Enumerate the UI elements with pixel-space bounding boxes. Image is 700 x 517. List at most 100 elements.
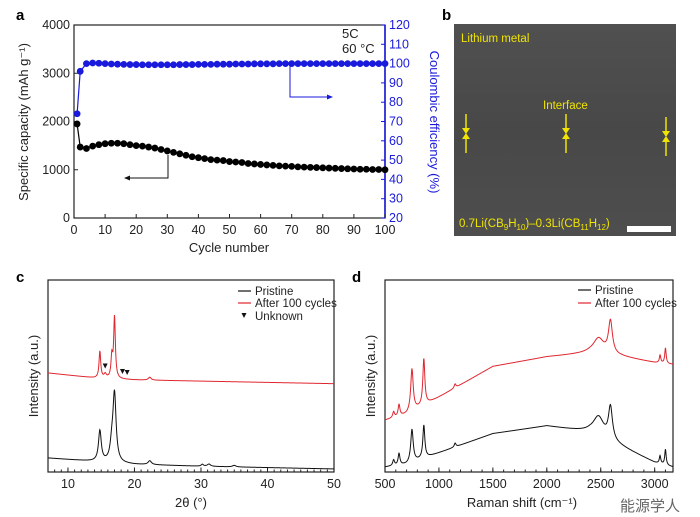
interface-arrow-left-icon bbox=[462, 114, 470, 153]
y-tick-label-right: 30 bbox=[389, 192, 403, 206]
capacity-point bbox=[275, 162, 283, 170]
x-tick-label: 10 bbox=[61, 477, 75, 491]
efficiency-point bbox=[139, 61, 146, 69]
x-tick-label: 50 bbox=[327, 477, 341, 491]
efficiency-point bbox=[201, 60, 209, 68]
x-tick-label: 0 bbox=[71, 223, 78, 237]
efficiency-point bbox=[331, 60, 339, 67]
efficiency-point bbox=[269, 60, 277, 68]
capacity-point bbox=[244, 160, 252, 167]
capacity-arrowhead-icon bbox=[124, 175, 130, 181]
capacity-point bbox=[207, 156, 215, 164]
formula-subscript: 10 bbox=[517, 223, 526, 232]
efficiency-axis-arrow bbox=[289, 63, 328, 98]
capacity-point bbox=[219, 157, 227, 164]
capacity-point bbox=[294, 163, 302, 171]
capacity-point bbox=[356, 165, 364, 173]
capacity-point bbox=[238, 159, 246, 166]
capacity-point bbox=[325, 164, 333, 172]
capacity-chart: Cycle number Specific capacity (mAh g⁻¹)… bbox=[16, 18, 442, 255]
capacity-point bbox=[269, 162, 277, 169]
x-tick-label: 50 bbox=[223, 223, 237, 237]
capacity-point bbox=[300, 163, 308, 171]
interface-arrow-center-icon bbox=[562, 114, 570, 153]
efficiency-point bbox=[300, 60, 308, 67]
capacity-point bbox=[145, 143, 153, 151]
formula-part: H bbox=[508, 218, 516, 230]
capacity-point bbox=[176, 150, 184, 158]
capacity-point bbox=[375, 166, 383, 173]
x-tick-label: 1000 bbox=[425, 477, 453, 491]
x-tick-label: 2000 bbox=[533, 477, 561, 491]
y-axis-label: Intensity (a.u.) bbox=[26, 335, 41, 417]
annotation-rate: 5C bbox=[342, 26, 359, 41]
capacity-point bbox=[362, 165, 370, 173]
interface-arrow-right-icon bbox=[662, 117, 670, 156]
capacity-point bbox=[107, 139, 115, 147]
y-tick-label-right: 90 bbox=[389, 76, 403, 90]
x-tick-label: 1500 bbox=[479, 477, 507, 491]
efficiency-point bbox=[107, 60, 115, 68]
efficiency-point bbox=[195, 60, 202, 68]
efficiency-point bbox=[114, 60, 121, 68]
capacity-point bbox=[250, 160, 258, 168]
capacity-point bbox=[101, 140, 109, 148]
y-tick-label-right: 40 bbox=[389, 172, 403, 186]
y-tick-label-left: 2000 bbox=[42, 115, 70, 129]
efficiency-point bbox=[338, 60, 345, 67]
y-tick-label-left: 3000 bbox=[42, 66, 70, 80]
interface-micrograph: Lithium metal Interface 0.7Li(CB9H10)–0.… bbox=[454, 24, 676, 236]
series-line-efficiency bbox=[76, 62, 385, 114]
y-tick-label-right: 50 bbox=[389, 153, 403, 167]
plot-frame bbox=[47, 279, 335, 473]
efficiency-point bbox=[126, 61, 134, 68]
efficiency-point bbox=[101, 60, 109, 67]
plot-frame bbox=[73, 24, 386, 219]
efficiency-point bbox=[219, 60, 227, 68]
efficiency-point bbox=[151, 61, 159, 69]
y-tick-label-right: 110 bbox=[389, 37, 409, 51]
legend-pristine: Pristine bbox=[595, 285, 633, 297]
capacity-point bbox=[83, 145, 90, 152]
efficiency-point bbox=[182, 61, 190, 68]
legend: Pristine After 100 cycles bbox=[578, 285, 677, 310]
efficiency-point bbox=[313, 60, 320, 67]
formula-part: ) bbox=[606, 218, 610, 230]
efficiency-point bbox=[170, 61, 177, 69]
y-axis-label-right: Coulombic efficiency (%) bbox=[427, 51, 442, 194]
efficiency-point bbox=[89, 59, 97, 67]
unknown-phase-marker-icon bbox=[124, 369, 130, 375]
capacity-point bbox=[163, 147, 171, 155]
x-axis-label: 2θ (°) bbox=[175, 495, 207, 510]
legend-after-100-cycles: After 100 cycles bbox=[595, 298, 677, 310]
capacity-point bbox=[213, 156, 221, 164]
x-tick-label: 60 bbox=[254, 223, 268, 237]
capacity-point bbox=[344, 165, 352, 173]
y-axis-label: Intensity (a.u.) bbox=[363, 335, 378, 417]
capacity-point bbox=[76, 143, 84, 151]
x-tick-label: 2500 bbox=[587, 477, 615, 491]
x-tick-label: 100 bbox=[375, 223, 396, 237]
capacity-point bbox=[120, 140, 128, 148]
panel-label-a: a bbox=[16, 7, 25, 24]
x-tick-label: 3000 bbox=[641, 477, 669, 491]
x-tick-label: 40 bbox=[191, 223, 205, 237]
unknown-triangle-icon bbox=[241, 313, 247, 318]
capacity-point bbox=[319, 164, 327, 172]
y-tick-label-right: 120 bbox=[389, 18, 410, 32]
capacity-point bbox=[73, 120, 81, 128]
capacity-point bbox=[369, 166, 376, 173]
panel-label-b: b bbox=[442, 7, 451, 24]
efficiency-point bbox=[257, 60, 264, 68]
capacity-point bbox=[232, 158, 240, 166]
interface-arrows bbox=[462, 114, 670, 156]
capacity-point bbox=[350, 165, 358, 173]
efficiency-arrowhead-icon bbox=[327, 94, 333, 100]
y-tick-label-left: 4000 bbox=[42, 18, 70, 32]
series-line-pristine bbox=[384, 403, 674, 468]
efficiency-point bbox=[226, 60, 233, 68]
x-tick-label: 70 bbox=[285, 223, 299, 237]
panel-label-c: c bbox=[16, 269, 24, 286]
lithium-metal-label: Lithium metal bbox=[461, 33, 529, 45]
series-line-pristine bbox=[47, 389, 335, 470]
